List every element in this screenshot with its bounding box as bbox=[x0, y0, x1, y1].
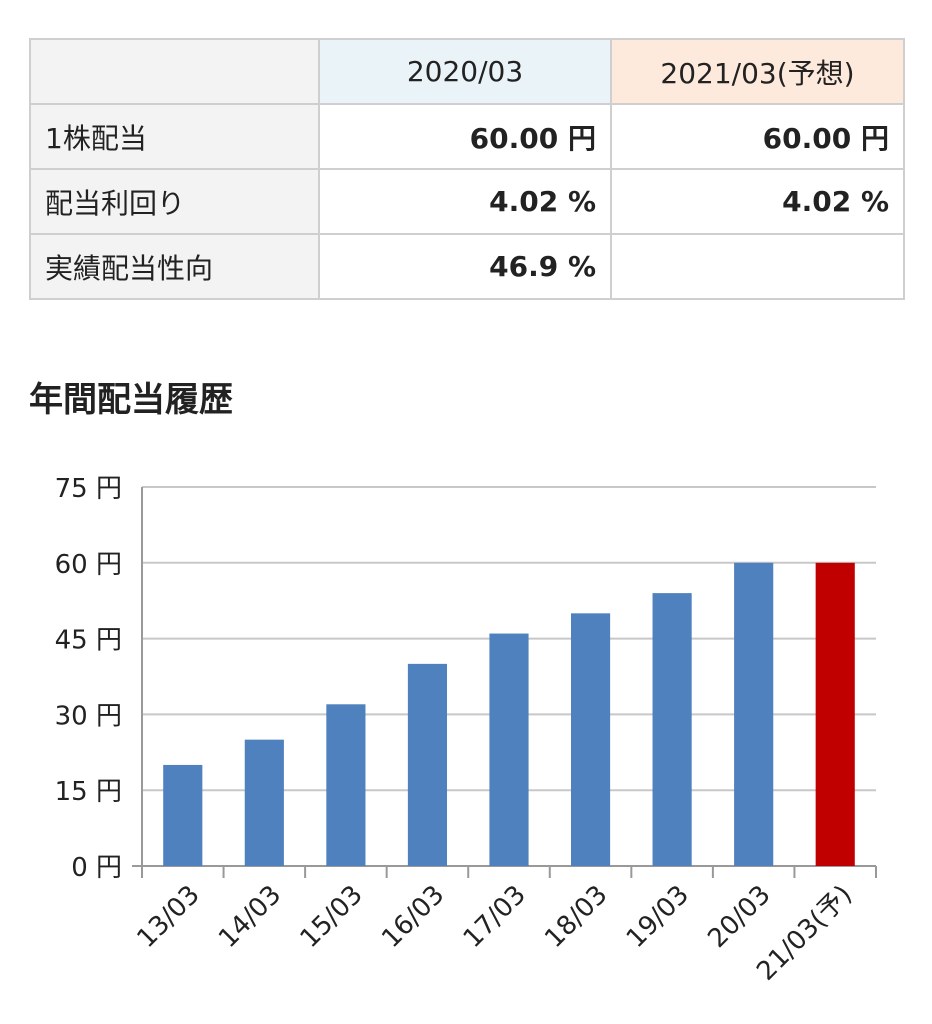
bar bbox=[652, 593, 692, 866]
bar bbox=[326, 704, 366, 866]
x-tick-label: 15/03 bbox=[295, 880, 369, 954]
y-tick-label: 30 円 bbox=[55, 701, 122, 731]
table-header-row: 2020/03 2021/03(予想) bbox=[29, 38, 905, 105]
row-label-dividend-per-share: 1株配当 bbox=[29, 103, 320, 170]
table-row: 実績配当性向 46.9 % bbox=[29, 233, 905, 300]
row-label-dividend-yield: 配当利回り bbox=[29, 168, 320, 235]
section-title: 年間配当履歴 bbox=[29, 380, 233, 420]
x-tick-label: 13/03 bbox=[132, 880, 206, 954]
y-tick-label: 60 円 bbox=[55, 550, 122, 580]
dividend-per-share-2021: 60.00 円 bbox=[610, 103, 905, 170]
bar bbox=[489, 633, 529, 866]
bar-forecast bbox=[815, 562, 855, 866]
dividend-yield-2021: 4.02 % bbox=[610, 168, 905, 235]
x-tick-label: 14/03 bbox=[213, 880, 287, 954]
dividend-summary-table: 2020/03 2021/03(予想) 1株配当 60.00 円 60.00 円… bbox=[29, 38, 905, 300]
x-tick-label: 16/03 bbox=[376, 880, 450, 954]
table-row: 配当利回り 4.02 % 4.02 % bbox=[29, 168, 905, 235]
header-blank-cell bbox=[29, 38, 320, 105]
table-row: 1株配当 60.00 円 60.00 円 bbox=[29, 103, 905, 170]
x-tick-label: 18/03 bbox=[539, 880, 613, 954]
dividend-history-bar-chart: 0 円 15 円 30 円 45 円 60 円 75 円 13/03 14/03 15/03 16… bbox=[55, 474, 877, 987]
header-2020-03: 2020/03 bbox=[318, 38, 612, 105]
x-tick-label: 17/03 bbox=[458, 880, 532, 954]
y-tick-label: 15 円 bbox=[55, 777, 122, 807]
y-tick-label: 0 円 bbox=[71, 853, 122, 883]
bar bbox=[734, 562, 774, 866]
y-tick-label: 75 円 bbox=[55, 474, 122, 504]
dividend-per-share-2020: 60.00 円 bbox=[318, 103, 612, 170]
dividend-yield-2020: 4.02 % bbox=[318, 168, 612, 235]
bar bbox=[244, 739, 284, 866]
row-label-payout-ratio: 実績配当性向 bbox=[29, 233, 320, 300]
payout-ratio-2021 bbox=[610, 233, 905, 300]
x-tick-label: 20/03 bbox=[702, 880, 776, 954]
bar bbox=[407, 663, 448, 866]
bar bbox=[163, 764, 203, 866]
header-2021-03-forecast: 2021/03(予想) bbox=[610, 38, 905, 105]
payout-ratio-2020: 46.9 % bbox=[318, 233, 612, 300]
x-tick-label: 19/03 bbox=[621, 880, 695, 954]
y-tick-label: 45 円 bbox=[55, 626, 122, 656]
bar bbox=[570, 613, 611, 866]
